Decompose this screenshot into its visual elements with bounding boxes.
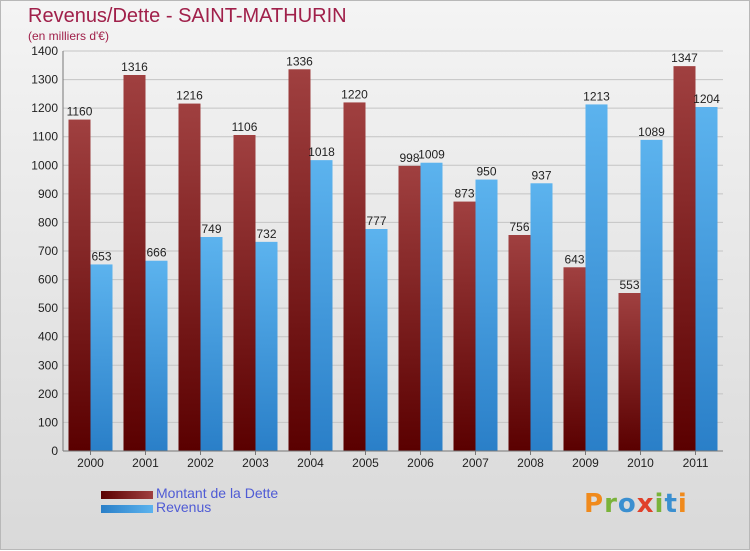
bar-debt (453, 201, 476, 451)
data-label-revenue: 1018 (308, 145, 335, 159)
y-tick-label: 500 (38, 301, 58, 315)
y-tick-label: 1400 (31, 44, 58, 58)
bar-debt (288, 69, 311, 452)
bar-revenue (420, 162, 443, 451)
y-tick-label: 800 (38, 215, 58, 229)
data-label-revenue: 666 (146, 246, 166, 260)
x-tick-label: 2003 (242, 456, 269, 470)
logo-letter: r (604, 489, 618, 519)
y-tick-label: 200 (38, 387, 58, 401)
bar-debt (618, 293, 641, 451)
data-label-revenue: 950 (476, 165, 496, 179)
legend-swatch-revenue (101, 505, 153, 513)
y-tick-label: 600 (38, 273, 58, 287)
y-tick-label: 900 (38, 187, 58, 201)
data-label-revenue: 1009 (418, 148, 445, 162)
data-label-debt: 1160 (67, 105, 93, 119)
data-label-debt: 998 (399, 151, 419, 165)
y-tick-label: 1200 (31, 101, 58, 115)
axes (62, 51, 723, 455)
logo-letter: t (664, 489, 678, 519)
x-tick-label: 2008 (517, 456, 544, 470)
y-tick-label: 1100 (32, 130, 58, 144)
data-label-revenue: 653 (91, 249, 111, 263)
y-tick-label: 1000 (31, 158, 58, 172)
x-tick-label: 2000 (77, 456, 104, 470)
legend-swatch-debt (101, 491, 153, 499)
bar-debt (68, 119, 91, 452)
data-label-revenue: 732 (256, 227, 276, 241)
bar-revenue (310, 160, 333, 451)
bar-revenue (475, 179, 498, 452)
y-tick-label: 0 (51, 444, 58, 458)
data-label-debt: 873 (454, 187, 474, 201)
y-tick-label: 100 (38, 415, 58, 429)
bar-revenue (640, 139, 663, 451)
bar-debt (673, 66, 696, 452)
data-label-debt: 1220 (341, 87, 368, 101)
bar-debt (123, 75, 146, 451)
data-label-debt: 1347 (671, 51, 698, 65)
bar-revenue (145, 260, 168, 451)
data-label-revenue: 1204 (693, 92, 720, 106)
data-label-revenue: 777 (366, 214, 386, 228)
x-tick-label: 2005 (352, 456, 379, 470)
bar-debt (343, 102, 366, 451)
data-label-debt: 643 (564, 252, 584, 266)
grid-lines (63, 50, 723, 423)
bar-debt (508, 235, 531, 451)
data-label-debt: 1106 (232, 120, 258, 134)
x-tick-label: 2006 (407, 456, 434, 470)
data-label-revenue: 1213 (583, 89, 610, 103)
bar-debt (178, 103, 201, 452)
bar-revenue (695, 107, 718, 451)
logo-letter: o (617, 489, 637, 519)
y-tick-label: 700 (38, 244, 58, 258)
bar-debt (563, 267, 586, 451)
x-tick-label: 2004 (297, 456, 324, 470)
y-tick-label: 400 (38, 330, 58, 344)
data-label-revenue: 937 (531, 168, 551, 182)
y-tick-label: 300 (38, 358, 58, 372)
bar-revenue (365, 229, 388, 451)
x-tick-label: 2009 (572, 456, 599, 470)
x-tick-label: 2011 (683, 456, 709, 470)
logo-letter: i (654, 489, 665, 519)
data-label-debt: 1216 (176, 89, 203, 103)
data-label-debt: 1336 (286, 54, 313, 68)
logo-letter: P (584, 489, 605, 519)
bar-debt (233, 135, 256, 451)
data-label-debt: 756 (509, 220, 529, 234)
chart-subtitle: (en milliers d'€) (28, 29, 109, 43)
labels: 0 100 200 300 400 500 600 700 800 900 1000 1100 1200… (31, 44, 720, 470)
proxiti-logo: Proxiti (584, 489, 688, 519)
chart-title: Revenus/Dette - SAINT-MATHURIN (28, 5, 347, 27)
y-tick-label: 1300 (31, 73, 58, 87)
legend-label-debt: Montant de la Dette (156, 485, 279, 501)
logo-letter: x (636, 489, 655, 519)
data-label-revenue: 749 (201, 222, 221, 236)
legend-label-revenue: Revenus (156, 499, 212, 515)
x-tick-label: 2002 (187, 456, 214, 470)
data-label-debt: 1316 (121, 60, 148, 74)
x-tick-label: 2007 (462, 456, 489, 470)
data-label-debt: 553 (619, 278, 639, 292)
bar-debt (398, 165, 421, 451)
bars (68, 66, 718, 452)
bar-revenue (90, 264, 113, 451)
logo-letter: i (677, 489, 688, 519)
bar-revenue (255, 241, 278, 451)
bar-revenue (585, 104, 608, 451)
bar-revenue (200, 237, 223, 451)
x-tick-label: 2010 (627, 456, 654, 470)
x-tick-label: 2001 (132, 456, 159, 470)
bar-revenue (530, 183, 553, 452)
data-label-revenue: 1089 (638, 125, 665, 139)
